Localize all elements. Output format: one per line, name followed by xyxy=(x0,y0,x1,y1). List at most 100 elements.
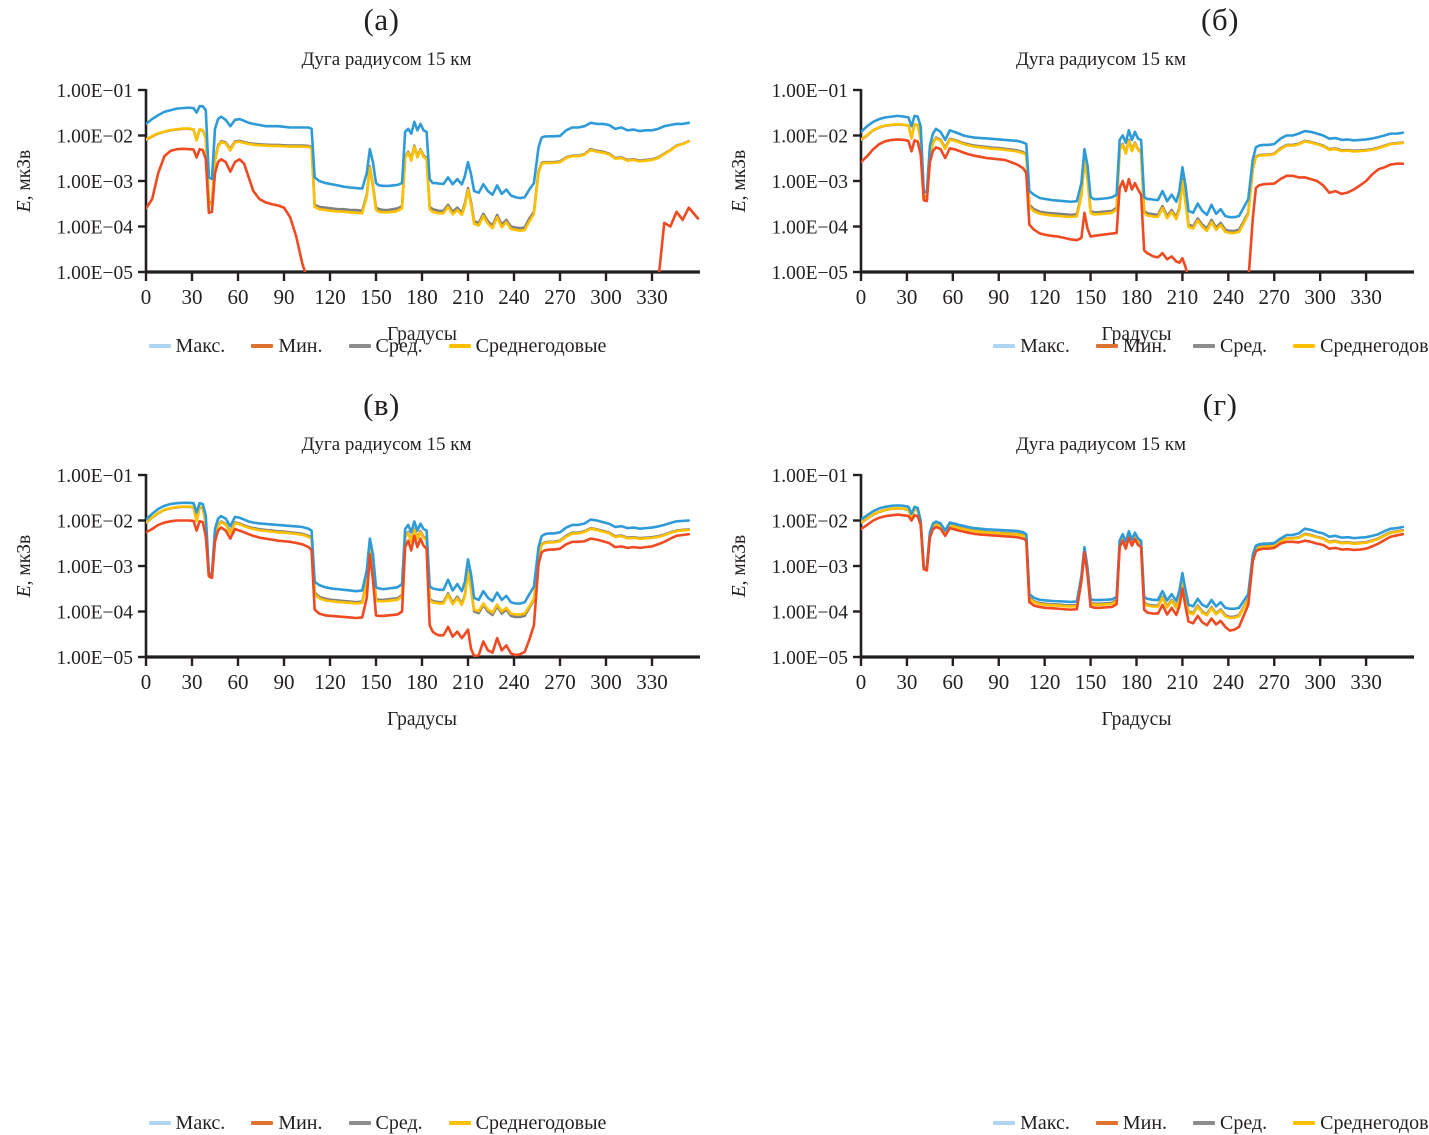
legend-item-max[interactable]: Макс. xyxy=(148,334,226,358)
series-line-min xyxy=(861,138,1405,272)
legend-item-annual[interactable]: Среднегодовые xyxy=(448,1111,607,1135)
series-line-min xyxy=(861,513,1405,632)
x-tick-label: 60 xyxy=(942,670,963,694)
panel-label-c: (в) xyxy=(363,387,400,422)
legend-label-min: Мин. xyxy=(1122,335,1168,357)
x-tick-label: 120 xyxy=(314,670,346,694)
legend-label-max: Макс. xyxy=(1020,1112,1070,1134)
x-tick-label: 300 xyxy=(590,670,622,694)
legend-swatch-annual xyxy=(1293,1121,1316,1125)
x-axis-title: Градусы xyxy=(387,324,457,345)
y-axis-title: E, мкЗв xyxy=(14,535,35,598)
x-tick-label: 330 xyxy=(1350,670,1382,694)
series-line-min xyxy=(146,147,700,272)
legend-swatch-min xyxy=(251,344,274,348)
legend-swatch-annual xyxy=(448,1121,471,1125)
legend-item-min[interactable]: Мин. xyxy=(1095,1111,1167,1135)
legend-item-mean[interactable]: Сред. xyxy=(1193,334,1267,358)
x-tick-label: 60 xyxy=(228,285,249,309)
y-tick-label: 1.00E−01 xyxy=(56,81,133,102)
legend-b: Макс. Мин. Сред. Среднегодовые xyxy=(715,334,1429,358)
legend-label-mean: Сред. xyxy=(375,335,423,357)
chart-title-a: Дуга радиусом 15 км xyxy=(301,49,472,70)
legend-swatch-annual xyxy=(448,344,471,348)
x-tick-label: 270 xyxy=(1259,285,1291,309)
legend-a: Макс. Мин. Сред. Среднегодовые xyxy=(0,334,715,358)
series-line-max xyxy=(861,504,1405,611)
legend-item-max[interactable]: Макс. xyxy=(148,1111,226,1135)
x-tick-label: 0 xyxy=(856,670,867,694)
series-line-min xyxy=(146,519,691,657)
y-tick-label: 1.00E−04 xyxy=(56,218,133,239)
y-tick-label: 1.00E−05 xyxy=(56,263,133,284)
y-tick-label: 1.00E−03 xyxy=(56,172,133,193)
x-tick-label: 240 xyxy=(1213,670,1245,694)
legend-swatch-mean xyxy=(1193,344,1216,348)
legend-swatch-max xyxy=(148,344,171,348)
legend-label-max: Макс. xyxy=(1020,335,1070,357)
x-axis-title: Градусы xyxy=(387,709,457,730)
x-tick-label: 270 xyxy=(544,285,576,309)
legend-label-max: Макс. xyxy=(175,335,226,357)
legend-swatch-min xyxy=(1095,1121,1118,1125)
panel-label-d: (г) xyxy=(1202,387,1238,422)
legend-label-min: Мин. xyxy=(278,335,323,357)
x-tick-label: 210 xyxy=(1167,285,1199,309)
y-tick-label: 1.00E−03 xyxy=(771,557,848,578)
legend-label-min: Мин. xyxy=(278,1112,323,1134)
legend-label-max: Макс. xyxy=(175,1112,226,1134)
legend-item-min[interactable]: Мин. xyxy=(251,1111,323,1135)
legend-item-max[interactable]: Макс. xyxy=(993,1111,1070,1135)
x-tick-label: 90 xyxy=(274,670,295,694)
legend-label-annual: Среднегодовые xyxy=(475,335,607,357)
legend-item-min[interactable]: Мин. xyxy=(251,334,323,358)
series-line-annual xyxy=(146,127,691,232)
y-tick-label: 1.00E−01 xyxy=(771,466,848,487)
x-tick-label: 90 xyxy=(274,285,295,309)
legend-item-annual[interactable]: Среднегодовые xyxy=(448,334,607,358)
x-tick-label: 60 xyxy=(942,285,963,309)
x-axis-title: Градусы xyxy=(1102,709,1172,730)
x-tick-label: 210 xyxy=(452,670,484,694)
x-tick-label: 120 xyxy=(314,285,346,309)
y-tick-label: 1.00E−05 xyxy=(771,263,848,284)
y-axis-title: E, мкЗв xyxy=(729,535,750,598)
x-tick-label: 330 xyxy=(636,285,668,309)
legend-label-annual: Среднегодовые xyxy=(475,1112,607,1134)
x-tick-label: 150 xyxy=(360,285,392,309)
legend-swatch-max xyxy=(993,1121,1016,1125)
legend-swatch-max xyxy=(993,344,1016,348)
legend-label-mean: Сред. xyxy=(1220,335,1268,357)
x-tick-label: 270 xyxy=(544,670,576,694)
legend-item-mean[interactable]: Сред. xyxy=(348,1111,423,1135)
legend-item-annual[interactable]: Среднегодовые xyxy=(1293,1111,1429,1135)
legend-item-annual[interactable]: Среднегодовые xyxy=(1293,334,1429,358)
legend-swatch-min xyxy=(1095,344,1118,348)
x-tick-label: 210 xyxy=(452,285,484,309)
chart-title-b: Дуга радиусом 15 км xyxy=(1015,49,1187,70)
y-tick-label: 1.00E−02 xyxy=(56,127,133,148)
x-tick-label: 150 xyxy=(1075,285,1107,309)
x-tick-label: 150 xyxy=(1075,670,1107,694)
legend-swatch-annual xyxy=(1293,344,1316,348)
legend-label-mean: Сред. xyxy=(375,1112,423,1134)
panel-b: (б) Дуга радиусом 15 км 1.00E−01 1.00E−02… xyxy=(715,0,1429,385)
x-axis-title: Градусы xyxy=(1102,324,1172,345)
y-tick-label: 1.00E−05 xyxy=(56,648,133,669)
legend-swatch-mean xyxy=(348,344,371,348)
legend-swatch-max xyxy=(148,1121,171,1125)
x-tick-label: 120 xyxy=(1029,670,1061,694)
y-tick-label: 1.00E−03 xyxy=(771,172,848,193)
legend-item-max[interactable]: Макс. xyxy=(993,334,1070,358)
x-tick-label: 240 xyxy=(498,670,530,694)
series-line-max xyxy=(146,501,691,605)
legend-label-annual: Среднегодовые xyxy=(1320,1112,1429,1134)
y-tick-label: 1.00E−04 xyxy=(771,603,848,624)
y-axis-title: E, мкЗв xyxy=(14,150,35,213)
legend-item-mean[interactable]: Сред. xyxy=(1193,1111,1267,1135)
legend-item-mean[interactable]: Сред. xyxy=(348,334,423,358)
x-tick-label: 60 xyxy=(228,670,249,694)
plot-svg-a: 1.00E−01 1.00E−02 1.00E−03 1.00E−04 1.00E−05… xyxy=(14,81,700,345)
legend-item-min[interactable]: Мин. xyxy=(1095,334,1168,358)
y-tick-label: 1.00E−04 xyxy=(56,603,133,624)
